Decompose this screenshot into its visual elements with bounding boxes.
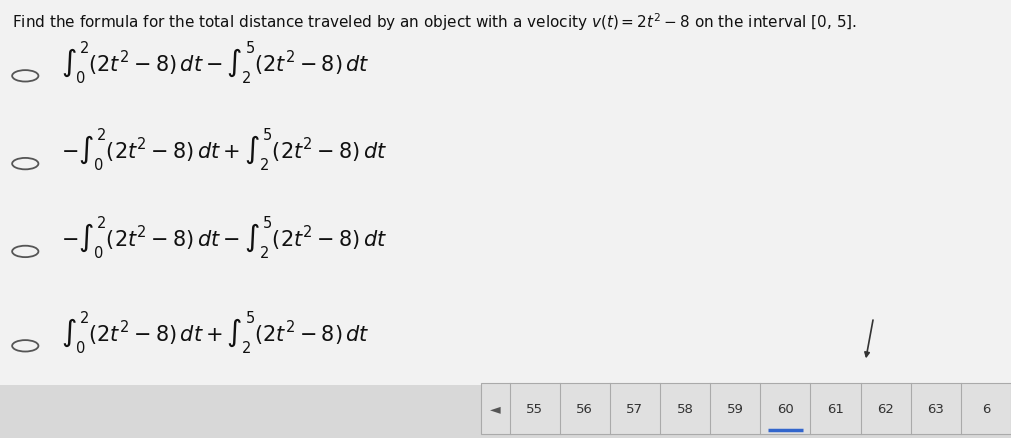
Text: 57: 57 bbox=[627, 402, 643, 415]
Text: 6: 6 bbox=[982, 402, 990, 415]
Text: $-\int_0^{2} (2t^2 - 8)\, dt - \int_2^{5} (2t^2 - 8)\, dt$: $-\int_0^{2} (2t^2 - 8)\, dt - \int_2^{5… bbox=[61, 214, 387, 261]
Text: ◄: ◄ bbox=[490, 402, 500, 415]
Text: 61: 61 bbox=[827, 402, 844, 415]
Text: $-\int_0^{2} (2t^2 - 8)\, dt + \int_2^{5} (2t^2 - 8)\, dt$: $-\int_0^{2} (2t^2 - 8)\, dt + \int_2^{5… bbox=[61, 126, 387, 173]
Bar bbox=[0, 0, 1011, 385]
Text: Find the formula for the total distance traveled by an object with a velocity $v: Find the formula for the total distance … bbox=[12, 11, 857, 32]
Text: $\int_0^{2} (2t^2 - 8)\, dt - \int_2^{5} (2t^2 - 8)\, dt$: $\int_0^{2} (2t^2 - 8)\, dt - \int_2^{5}… bbox=[61, 39, 369, 85]
Text: 59: 59 bbox=[727, 402, 744, 415]
Text: 58: 58 bbox=[676, 402, 694, 415]
Text: 60: 60 bbox=[777, 402, 794, 415]
Text: 55: 55 bbox=[526, 402, 543, 415]
Text: 62: 62 bbox=[878, 402, 894, 415]
Bar bbox=[481, 383, 1011, 434]
Text: $\int_0^{2} (2t^2 - 8)\, dt + \int_2^{5} (2t^2 - 8)\, dt$: $\int_0^{2} (2t^2 - 8)\, dt + \int_2^{5}… bbox=[61, 308, 369, 355]
Text: 63: 63 bbox=[927, 402, 944, 415]
Text: 56: 56 bbox=[576, 402, 593, 415]
